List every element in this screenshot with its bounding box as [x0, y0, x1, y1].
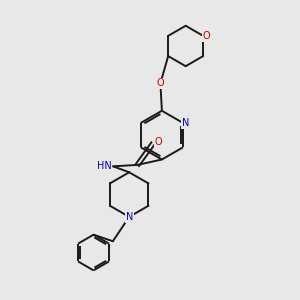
- Text: O: O: [157, 78, 164, 88]
- Text: HN: HN: [97, 161, 112, 171]
- Text: N: N: [182, 118, 189, 128]
- Text: O: O: [154, 137, 162, 147]
- Text: O: O: [202, 31, 210, 41]
- Text: N: N: [125, 212, 133, 222]
